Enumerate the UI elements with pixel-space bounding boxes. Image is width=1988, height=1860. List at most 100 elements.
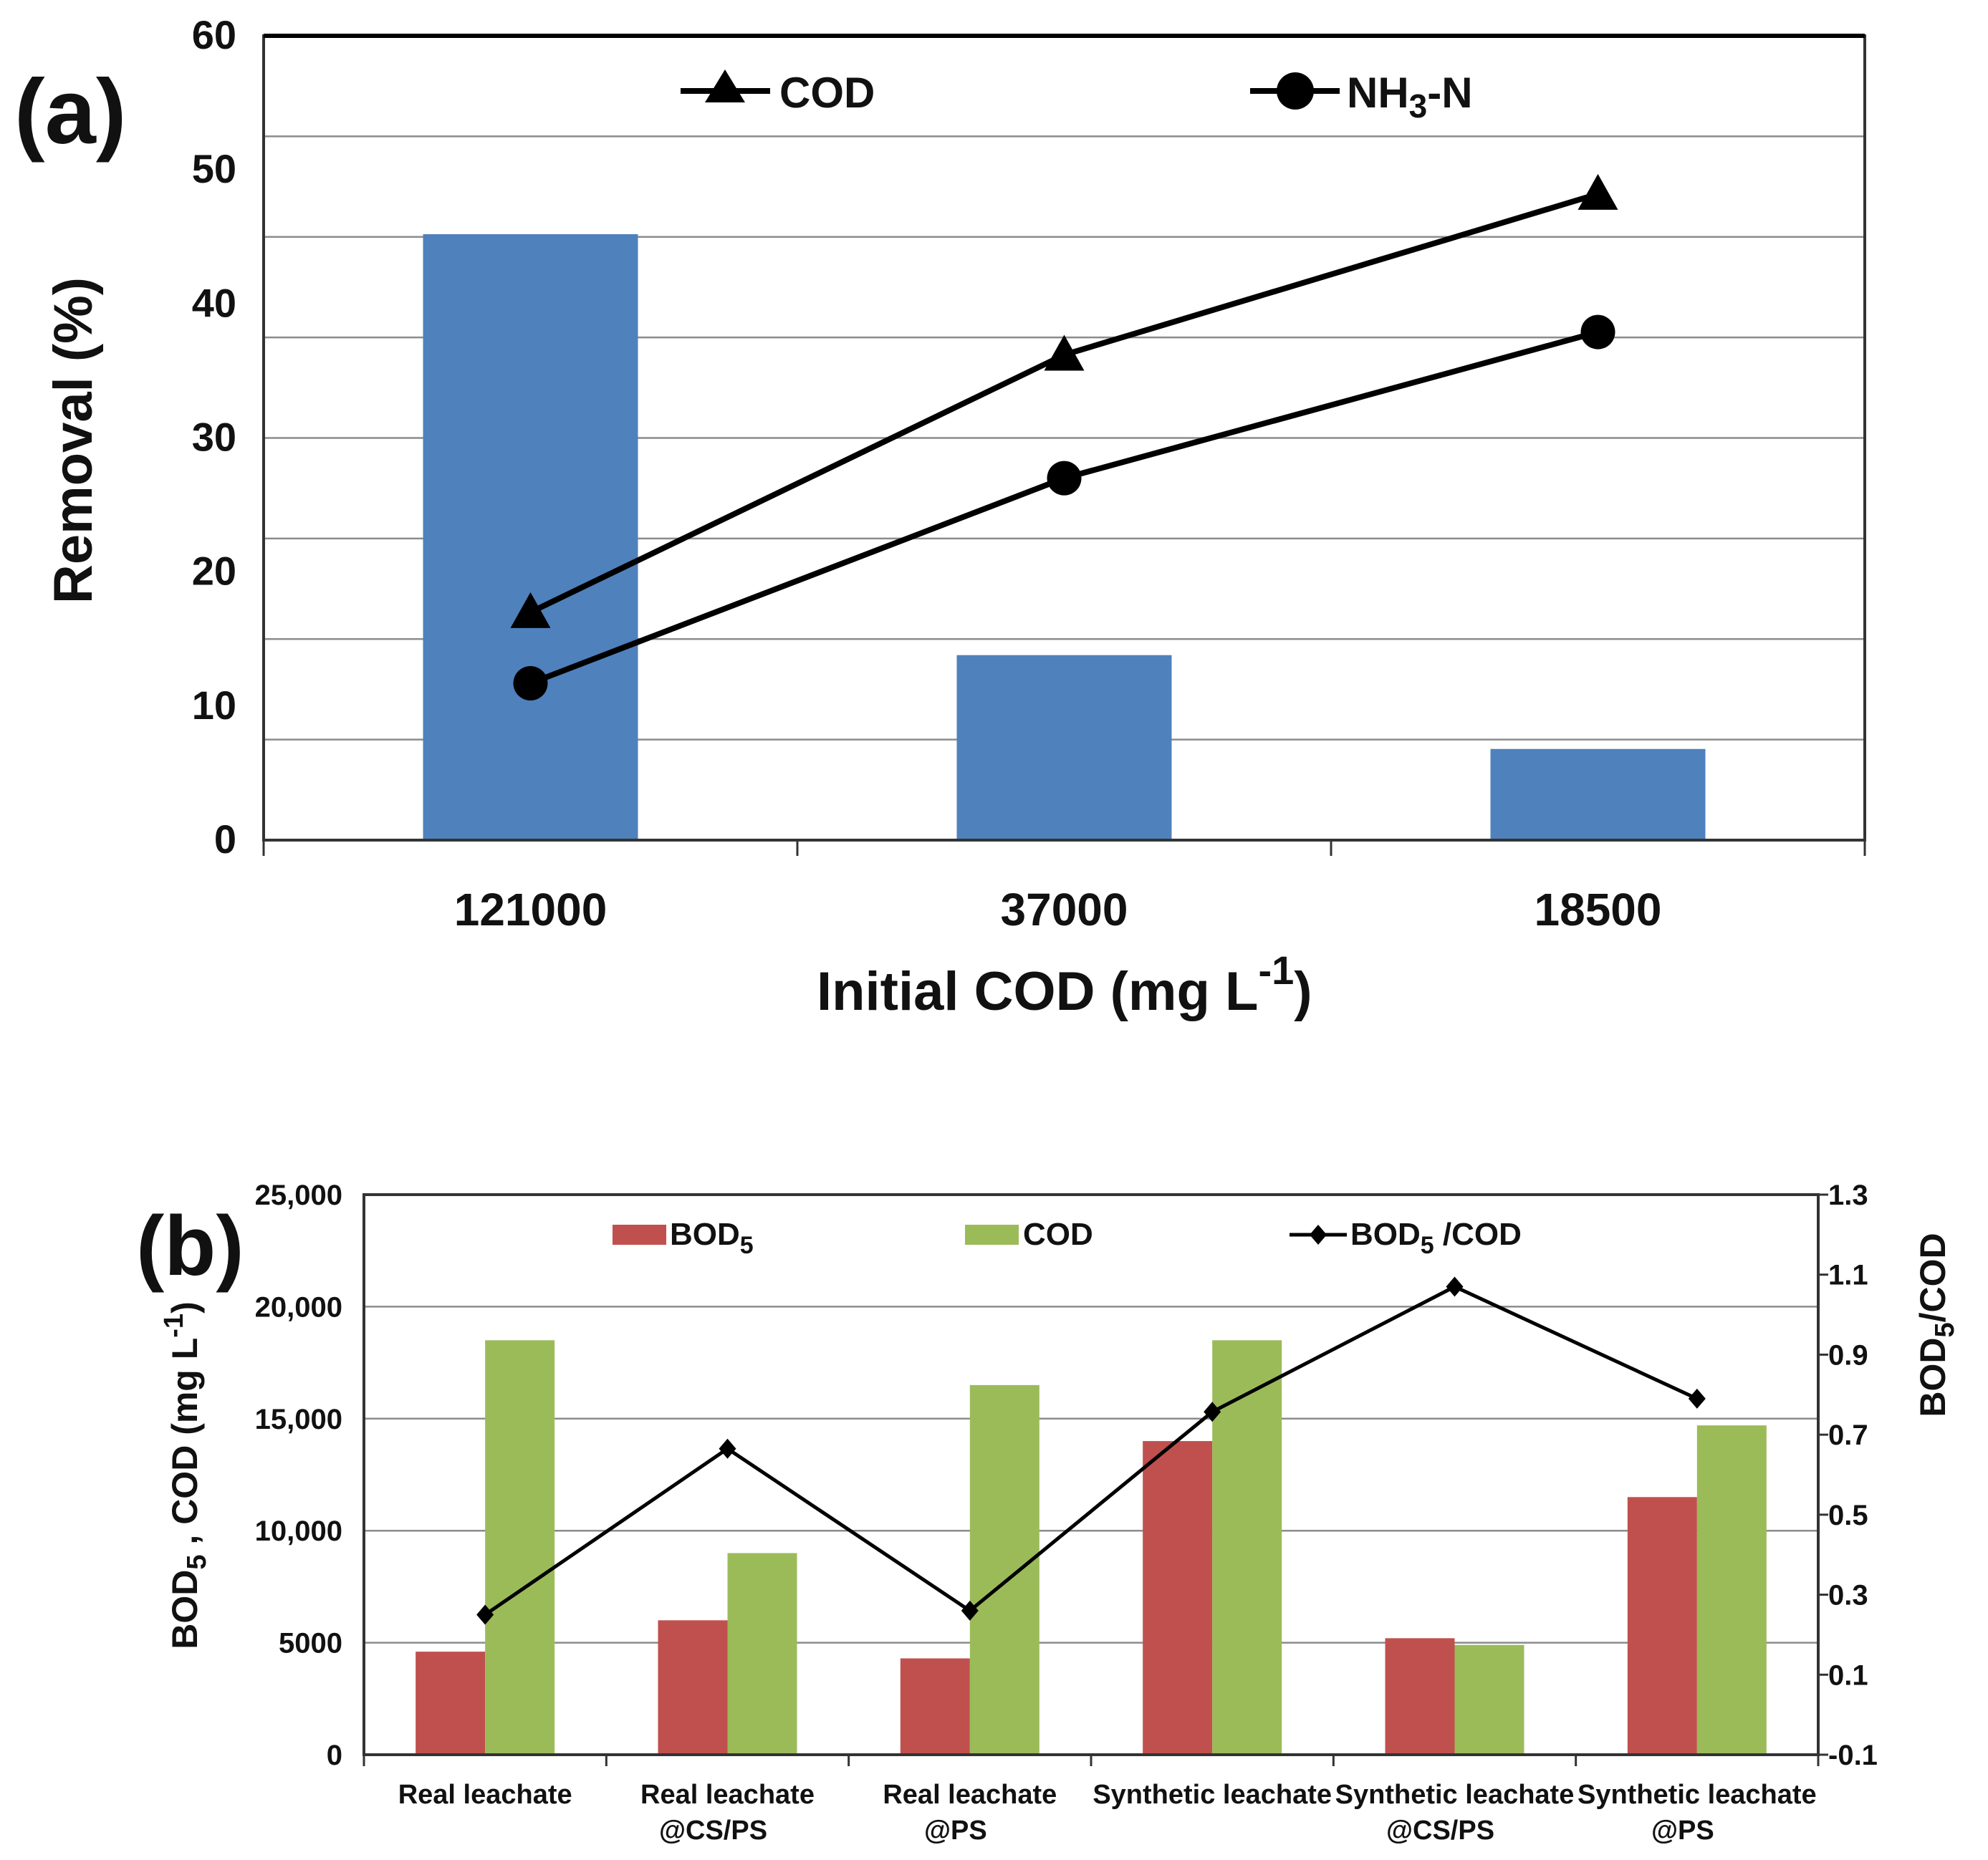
legend-bod5-swatch xyxy=(613,1225,666,1245)
legend-cod-label: COD xyxy=(779,69,875,117)
panel-b-left-axis-title-subscript: 5 xyxy=(182,1554,212,1569)
category-label: Synthetic leachate xyxy=(1093,1780,1332,1810)
category-label: 37000 xyxy=(1001,884,1128,935)
bod5-bar xyxy=(1385,1638,1455,1755)
legend-bod5-label: BOD5 xyxy=(670,1217,754,1259)
panel-b-x-ticks xyxy=(362,1755,1820,1766)
category-label: Real leachate xyxy=(640,1780,815,1810)
legend-nh3-tail: -N xyxy=(1427,69,1472,117)
nh3-point xyxy=(1580,314,1615,350)
ratio-point xyxy=(1446,1276,1464,1297)
panel-a-lines xyxy=(510,173,1618,701)
panel-b-left-axis-title-tail: ) xyxy=(165,1301,205,1314)
panel-a-y-tick-labels: 0 10 20 30 40 50 60 xyxy=(192,12,236,862)
y-tick-label: 0 xyxy=(214,816,236,862)
category-label: Synthetic leachate xyxy=(1578,1780,1817,1810)
legend-nh3-circle-icon xyxy=(1277,72,1314,110)
y-tick-label: 40 xyxy=(192,280,236,325)
category-sublabel: @PS xyxy=(924,1816,987,1846)
bod5-bar xyxy=(416,1652,486,1755)
bod5-bar xyxy=(1627,1497,1697,1755)
right-tick-label: 0.1 xyxy=(1828,1659,1868,1691)
panel-a-x-axis-title-base: Initial COD (mg L xyxy=(817,961,1258,1022)
bar xyxy=(1490,748,1706,840)
right-tick-label: 0.5 xyxy=(1828,1500,1868,1531)
right-tick-label: 1.3 xyxy=(1828,1180,1868,1211)
panel-b-right-axis-title-tail: /COD xyxy=(1913,1233,1953,1322)
panel-b-left-axis-title: BOD5 , COD (mg L-1) xyxy=(159,1301,212,1649)
y-tick-label: 10 xyxy=(192,683,236,728)
legend-ratio-subscript: 5 xyxy=(1421,1232,1434,1259)
panel-b-left-axis-title-superscript: -1 xyxy=(159,1314,189,1338)
cod-bar xyxy=(969,1384,1039,1755)
panel-a-y-axis-title: Removal (%) xyxy=(43,277,104,604)
panel-b-ratio-line xyxy=(476,1276,1706,1625)
cod-bar xyxy=(1212,1340,1282,1755)
cod-point xyxy=(1044,334,1085,371)
bar xyxy=(956,655,1172,840)
category-label: Real leachate xyxy=(398,1780,572,1810)
series-line xyxy=(529,191,1599,615)
cod-bar xyxy=(727,1553,797,1755)
legend-bod5-subscript: 5 xyxy=(740,1232,754,1259)
panel-b-label: (b) xyxy=(136,1199,244,1293)
nh3-point xyxy=(513,666,548,701)
panel-b-category-labels: Real leachate Real leachate @CS/PS Real lea… xyxy=(398,1780,1817,1846)
left-tick-label: 15,000 xyxy=(255,1404,342,1435)
panel-a: (a) 0 10 20 30 40 50 60 121000 37000 18500 Remov… xyxy=(14,12,1866,1022)
legend-ratio-diamond-icon xyxy=(1310,1225,1327,1245)
left-tick-label: 0 xyxy=(327,1740,342,1771)
panel-a-legend: COD NH3-N xyxy=(681,69,1473,125)
ratio-point xyxy=(1204,1402,1221,1422)
panel-a-x-axis-title: Initial COD (mg L-1) xyxy=(817,948,1312,1022)
left-tick-label: 10,000 xyxy=(255,1516,342,1547)
left-tick-label: 25,000 xyxy=(255,1180,342,1211)
legend-bod5-base: BOD xyxy=(670,1217,740,1252)
right-tick-label: 0.3 xyxy=(1828,1580,1868,1611)
panel-b-legend: BOD5 COD BOD5 /COD xyxy=(613,1217,1522,1259)
panel-a-category-labels: 121000 37000 18500 xyxy=(454,884,1662,935)
category-label: 18500 xyxy=(1535,884,1662,935)
right-tick-label: 0.9 xyxy=(1828,1339,1868,1371)
panel-b-left-axis-title-mid: , COD (mg L xyxy=(165,1338,205,1555)
legend-ratio-base: BOD xyxy=(1350,1217,1421,1252)
nh3-point xyxy=(1047,461,1082,496)
y-tick-label: 30 xyxy=(192,415,236,460)
bar xyxy=(423,234,638,840)
ratio-point xyxy=(476,1604,494,1625)
right-tick-label: -0.1 xyxy=(1828,1740,1878,1771)
panel-a-x-axis-title-tail: ) xyxy=(1294,961,1312,1022)
left-tick-label: 20,000 xyxy=(255,1291,342,1323)
bod5-bar xyxy=(658,1620,728,1755)
cod-bar xyxy=(1696,1425,1767,1755)
bod5-bar xyxy=(1143,1441,1213,1755)
category-sublabel: @CS/PS xyxy=(659,1816,767,1846)
left-tick-label: 5000 xyxy=(279,1628,342,1659)
legend-cod-b-label: COD xyxy=(1023,1217,1093,1252)
panel-b-left-axis-title-base: BOD xyxy=(165,1570,205,1649)
category-sublabel: @CS/PS xyxy=(1386,1816,1494,1846)
legend-ratio-label: BOD5 /COD xyxy=(1350,1217,1522,1259)
panel-a-label: (a) xyxy=(14,61,126,163)
panel-b-bars xyxy=(416,1340,1767,1755)
ratio-point xyxy=(961,1600,979,1621)
panel-a-x-axis-title-superscript: -1 xyxy=(1258,948,1294,993)
legend-nh3-subscript: 3 xyxy=(1409,87,1428,125)
series-line xyxy=(529,329,1599,686)
legend-nh3-label: NH3-N xyxy=(1347,69,1473,125)
category-sublabel: @PS xyxy=(1651,1816,1714,1846)
cod-bar xyxy=(485,1340,555,1755)
panel-b-right-tick-labels: -0.1 0.1 0.3 0.5 0.7 0.9 1.1 1.3 xyxy=(1818,1180,1878,1771)
panel-b-right-axis-title-base: BOD xyxy=(1913,1338,1953,1417)
right-tick-label: 1.1 xyxy=(1828,1260,1868,1291)
panel-a-bars xyxy=(423,234,1706,840)
cod-point xyxy=(510,592,551,628)
category-label: Real leachate xyxy=(883,1780,1057,1810)
legend-nh3-base: NH xyxy=(1347,69,1409,117)
panel-a-x-ticks xyxy=(262,840,1866,856)
legend-ratio-tail: /COD xyxy=(1434,1217,1522,1252)
right-tick-label: 0.7 xyxy=(1828,1420,1868,1451)
panel-b-gridlines xyxy=(364,1306,1818,1644)
bod5-bar xyxy=(900,1658,970,1755)
